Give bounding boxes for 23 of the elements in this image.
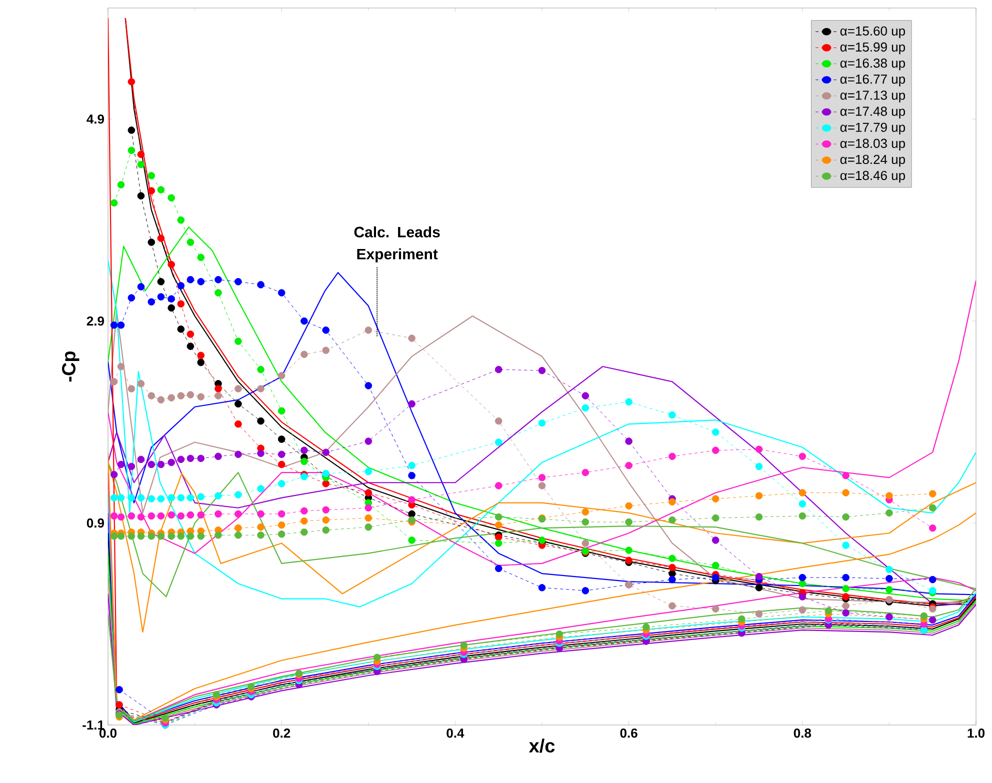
annotation: Calc. Leads Experiment <box>354 226 440 262</box>
legend-label: α=15.60 up <box>840 26 906 38</box>
legend-label: α=18.24 up <box>840 154 906 167</box>
legend-label: α=17.79 up <box>840 122 906 134</box>
y-tick-label: -1.1 <box>82 720 104 730</box>
x-axis-title: x/c <box>528 738 555 753</box>
x-tick-label: 0.6 <box>620 728 638 738</box>
legend-label: α=16.38 up <box>840 58 906 70</box>
x-tick-label: 0.2 <box>273 728 290 738</box>
x-tick-label: 1.0 <box>968 728 985 738</box>
legend-label: α=15.99 up <box>840 42 906 54</box>
legend-label: α=17.13 up <box>840 90 906 102</box>
legend-label: α=16.77 up <box>840 74 906 86</box>
legend-label: α=18.46 up <box>840 170 906 183</box>
x-tick-label: 0.4 <box>446 728 464 738</box>
x-tick-label: 0.8 <box>794 728 812 738</box>
y-tick-label: 2.9 <box>86 316 104 326</box>
legend-label: α=17.48 up <box>840 106 906 118</box>
legend-label: α=18.03 up <box>840 138 906 151</box>
x-tick-label: 0.0 <box>99 728 117 738</box>
y-tick-label: 4.9 <box>86 114 104 124</box>
y-axis-title: -Cp <box>62 351 80 382</box>
y-tick-label: 0.9 <box>86 518 104 528</box>
